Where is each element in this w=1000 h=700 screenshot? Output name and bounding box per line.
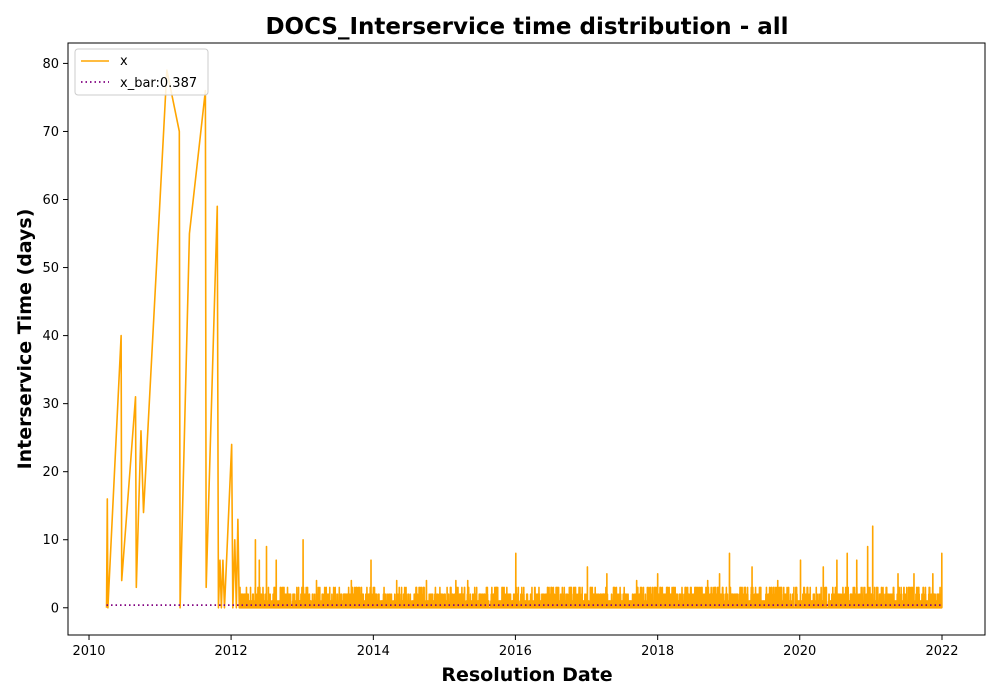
ticks-layer: 2010 2012 2014 2016 2018 2020 2022 0 10 20 30 40 50 6… — [42, 57, 958, 659]
series-line-x — [105, 69, 943, 609]
y-tick-label: 40 — [42, 329, 59, 344]
y-tick-label: 0 — [51, 601, 59, 616]
legend-label-x: x — [120, 54, 128, 69]
x-tick-label: 2022 — [925, 644, 958, 659]
x-tick-label: 2012 — [215, 644, 248, 659]
legend-label-x-bar: x_bar:0.387 — [120, 76, 197, 91]
x-tick-label: 2018 — [641, 644, 674, 659]
x-tick-label: 2020 — [783, 644, 816, 659]
plot-frame — [67, 42, 986, 636]
y-tick-label: 30 — [42, 397, 59, 412]
y-axis-label: Interservice Time (days) — [14, 209, 36, 470]
y-tick-label: 10 — [42, 533, 59, 548]
legend: x x_bar:0.387 — [74, 48, 209, 96]
y-tick-label: 70 — [42, 125, 59, 140]
y-tick-label: 50 — [42, 261, 59, 276]
chart-title: DOCS_Interservice time distribution - al… — [265, 14, 788, 40]
x-axis-label: Resolution Date — [441, 664, 612, 686]
y-tick-label: 80 — [42, 57, 59, 72]
y-tick-label: 20 — [42, 465, 59, 480]
data-layer — [105, 69, 943, 609]
x-tick-label: 2010 — [72, 644, 105, 659]
plot-area — [68, 43, 985, 635]
x-tick-label: 2016 — [499, 644, 532, 659]
y-tick-label: 60 — [42, 193, 59, 208]
x-tick-label: 2014 — [357, 644, 390, 659]
